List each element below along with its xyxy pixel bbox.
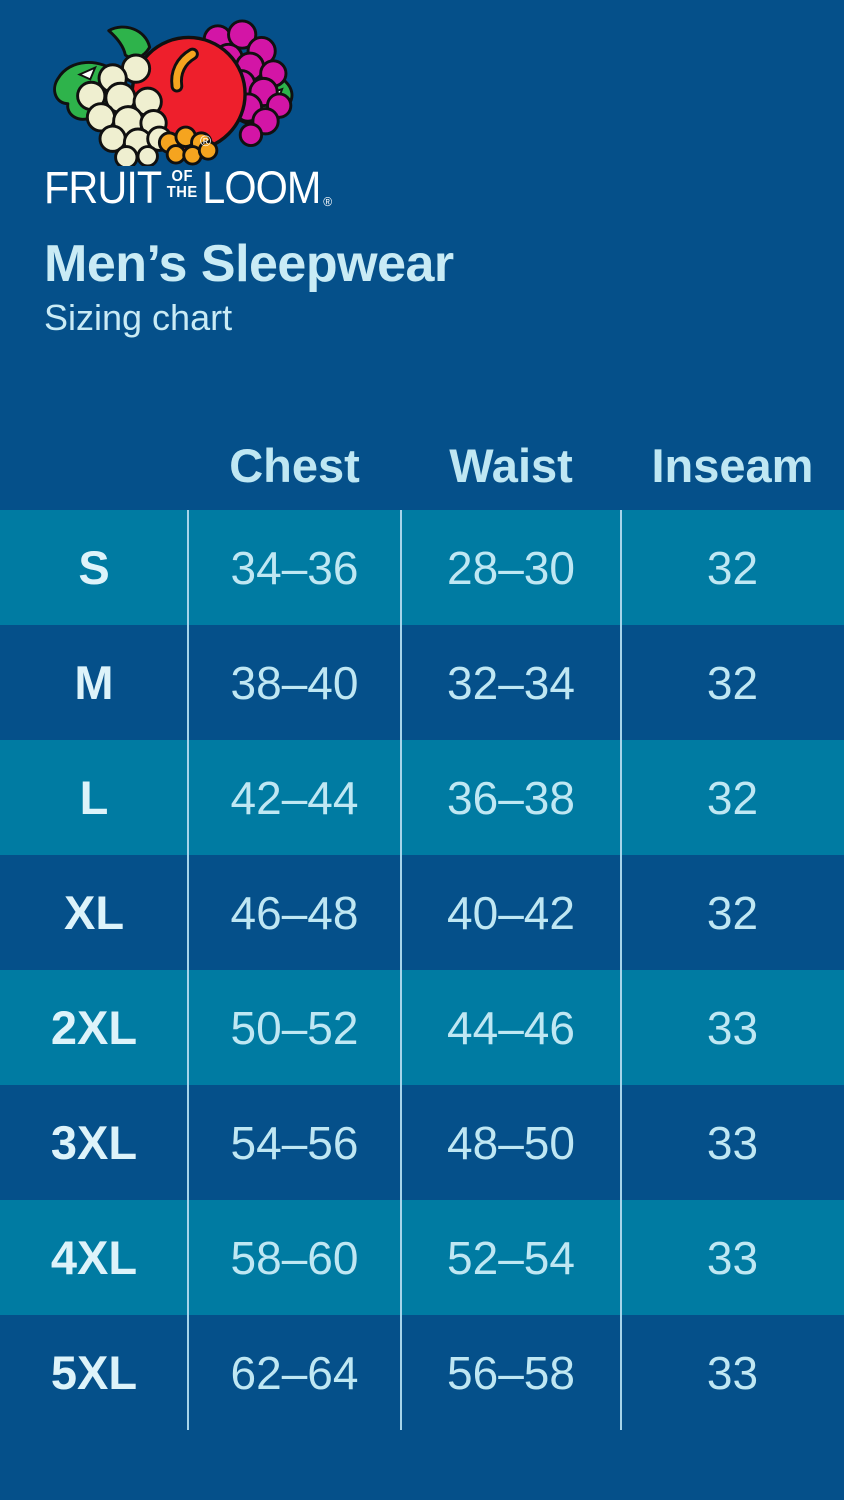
waist-value: 56–58 bbox=[447, 1346, 575, 1399]
size-label: 3XL bbox=[50, 1116, 138, 1169]
chest-value: 46–48 bbox=[230, 886, 359, 939]
logo-registered-mark: ® bbox=[200, 133, 212, 150]
waist-value: 36–38 bbox=[447, 771, 575, 824]
table-row-4xl: 4XL 58–60 52–54 33 bbox=[0, 1200, 844, 1315]
table-body: S 34–36 28–30 32 M 38–40 32–34 32 L 42–4… bbox=[0, 510, 844, 1430]
page-subtitle: Sizing chart bbox=[44, 297, 233, 338]
chest-value: 54–56 bbox=[230, 1116, 359, 1169]
size-label: M bbox=[74, 656, 114, 709]
size-label: XL bbox=[63, 886, 125, 939]
chest-value: 42–44 bbox=[230, 771, 359, 824]
inseam-value: 32 bbox=[706, 886, 759, 939]
column-divider bbox=[187, 510, 189, 1430]
waist-column-header: Waist bbox=[449, 438, 573, 492]
chest-value: 50–52 bbox=[230, 1001, 359, 1054]
size-label: L bbox=[79, 771, 109, 824]
size-label: 4XL bbox=[50, 1231, 138, 1284]
inseam-value: 33 bbox=[706, 1231, 759, 1284]
brand-wordmark: FRUIT OF THE LOOM ® bbox=[44, 162, 333, 213]
column-divider bbox=[620, 510, 622, 1430]
size-label: 2XL bbox=[50, 1001, 138, 1054]
inseam-value: 32 bbox=[706, 541, 759, 594]
chest-column-header: Chest bbox=[229, 438, 360, 492]
waist-value: 48–50 bbox=[447, 1116, 575, 1169]
table-header-row: Chest Waist Inseam bbox=[0, 420, 844, 510]
table-row-3xl: 3XL 54–56 48–50 33 bbox=[0, 1085, 844, 1200]
table-row-5xl: 5XL 62–64 56–58 33 bbox=[0, 1315, 844, 1430]
fruit-of-the-loom-logo-icon bbox=[53, 19, 294, 166]
size-label: S bbox=[78, 541, 110, 594]
wordmark-the: THE bbox=[166, 184, 198, 202]
apple-stem-icon bbox=[173, 50, 196, 90]
column-divider bbox=[400, 510, 402, 1430]
inseam-value: 33 bbox=[706, 1346, 759, 1399]
waist-value: 52–54 bbox=[447, 1231, 575, 1284]
inseam-value: 33 bbox=[706, 1116, 759, 1169]
size-label: 5XL bbox=[50, 1346, 138, 1399]
inseam-column-header: Inseam bbox=[651, 438, 814, 492]
leaf-glint bbox=[77, 65, 97, 81]
table-row-s: S 34–36 28–30 32 bbox=[0, 510, 844, 625]
wordmark-of-the: OF THE bbox=[166, 168, 198, 202]
inseam-value: 32 bbox=[706, 656, 759, 709]
page-title: Men’s Sleepwear bbox=[44, 235, 454, 293]
table-row-xl: XL 46–48 40–42 32 bbox=[0, 855, 844, 970]
inseam-value: 33 bbox=[706, 1001, 759, 1054]
chest-value: 34–36 bbox=[230, 541, 359, 594]
table-row-m: M 38–40 32–34 32 bbox=[0, 625, 844, 740]
wordmark-fruit: FRUIT bbox=[44, 162, 162, 213]
chest-value: 38–40 bbox=[230, 656, 359, 709]
wordmark-registered-mark: ® bbox=[323, 194, 333, 209]
inseam-value: 32 bbox=[706, 771, 759, 824]
size-column-header bbox=[0, 420, 188, 510]
waist-value: 28–30 bbox=[447, 541, 575, 594]
table-row-2xl: 2XL 50–52 44–46 33 bbox=[0, 970, 844, 1085]
wordmark-of: OF bbox=[171, 168, 193, 185]
table-row-l: L 42–44 36–38 32 bbox=[0, 740, 844, 855]
orange-grapes-icon bbox=[157, 125, 219, 166]
chest-value: 58–60 bbox=[230, 1231, 359, 1284]
wordmark-loom: LOOM bbox=[202, 162, 321, 213]
chest-value: 62–64 bbox=[230, 1346, 359, 1399]
waist-value: 44–46 bbox=[447, 1001, 575, 1054]
waist-value: 40–42 bbox=[447, 886, 575, 939]
waist-value: 32–34 bbox=[447, 656, 575, 709]
